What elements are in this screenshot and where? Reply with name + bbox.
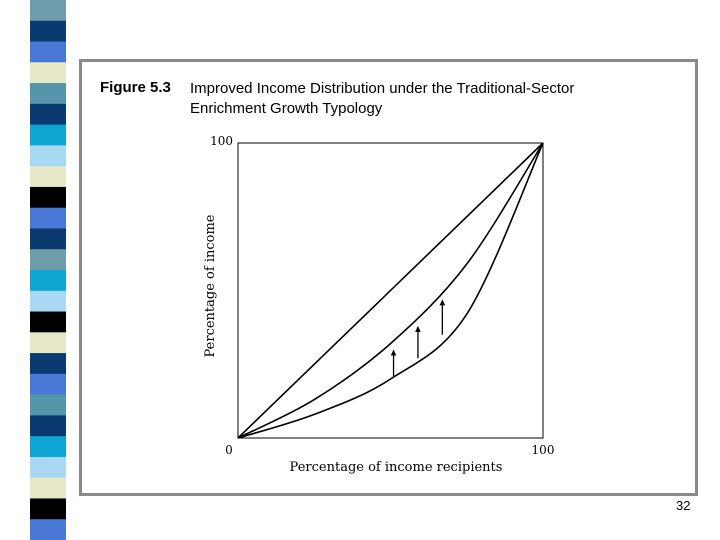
stripe-segment <box>30 145 66 167</box>
stripe-segment <box>30 311 66 333</box>
stripe-segment <box>30 249 66 271</box>
stripe-segment <box>30 373 66 396</box>
stripe-segment <box>30 0 66 22</box>
y-axis-label: Percentage of income <box>203 214 218 357</box>
figure-title: Improved Income Distribution under the T… <box>190 79 630 119</box>
shift-arrow-head <box>439 299 446 306</box>
page-number: 32 <box>676 498 691 513</box>
decorative-stripe <box>30 0 66 540</box>
shift-arrow <box>390 349 397 377</box>
stripe-segment <box>30 41 66 63</box>
stripe-segment <box>30 353 66 375</box>
stripe-segment <box>30 394 66 416</box>
x-axis-label: Percentage of income recipients <box>290 460 503 475</box>
stripe-segment <box>30 186 66 209</box>
stripe-segment <box>30 290 66 313</box>
stripe-segment <box>30 270 66 292</box>
figure-label: Figure 5.3 <box>100 79 171 96</box>
stripe-segment <box>30 166 66 188</box>
lorenz-curve-1 <box>237 142 544 439</box>
figure-panel <box>79 59 698 496</box>
stripe-segment <box>30 83 66 105</box>
stripe-segment <box>30 228 66 250</box>
figure-title-line-2: Enrichment Growth Typology <box>190 100 383 117</box>
figure-title-line-1: Improved Income Distribution under the T… <box>190 80 575 97</box>
stripe-segment <box>30 477 66 499</box>
stripe-segment <box>30 20 66 43</box>
shift-arrow-head <box>415 325 421 332</box>
stripe-segment <box>30 124 66 146</box>
shift-arrow <box>439 299 446 335</box>
stripe-segment <box>30 62 66 84</box>
stripe-segment <box>30 456 66 479</box>
stripe-segment <box>30 498 66 520</box>
stripe-segment <box>30 519 66 540</box>
plot-area <box>237 142 544 439</box>
shift-arrow <box>415 325 421 359</box>
series-layer <box>237 142 544 439</box>
y-tick-label-max: 100 <box>210 134 233 148</box>
arrow-layer <box>390 299 446 377</box>
stripe-segment <box>30 332 66 354</box>
shift-arrow-head <box>390 349 397 356</box>
stripe-segment <box>30 415 66 437</box>
stripe-segment <box>30 436 66 458</box>
equality-line <box>237 142 544 439</box>
lorenz-curve-2 <box>237 142 544 439</box>
stripe-segment <box>30 103 66 126</box>
x-tick-label-min: 0 <box>225 443 233 457</box>
x-tick-label-max: 100 <box>532 443 555 457</box>
stripe-segment <box>30 207 66 229</box>
